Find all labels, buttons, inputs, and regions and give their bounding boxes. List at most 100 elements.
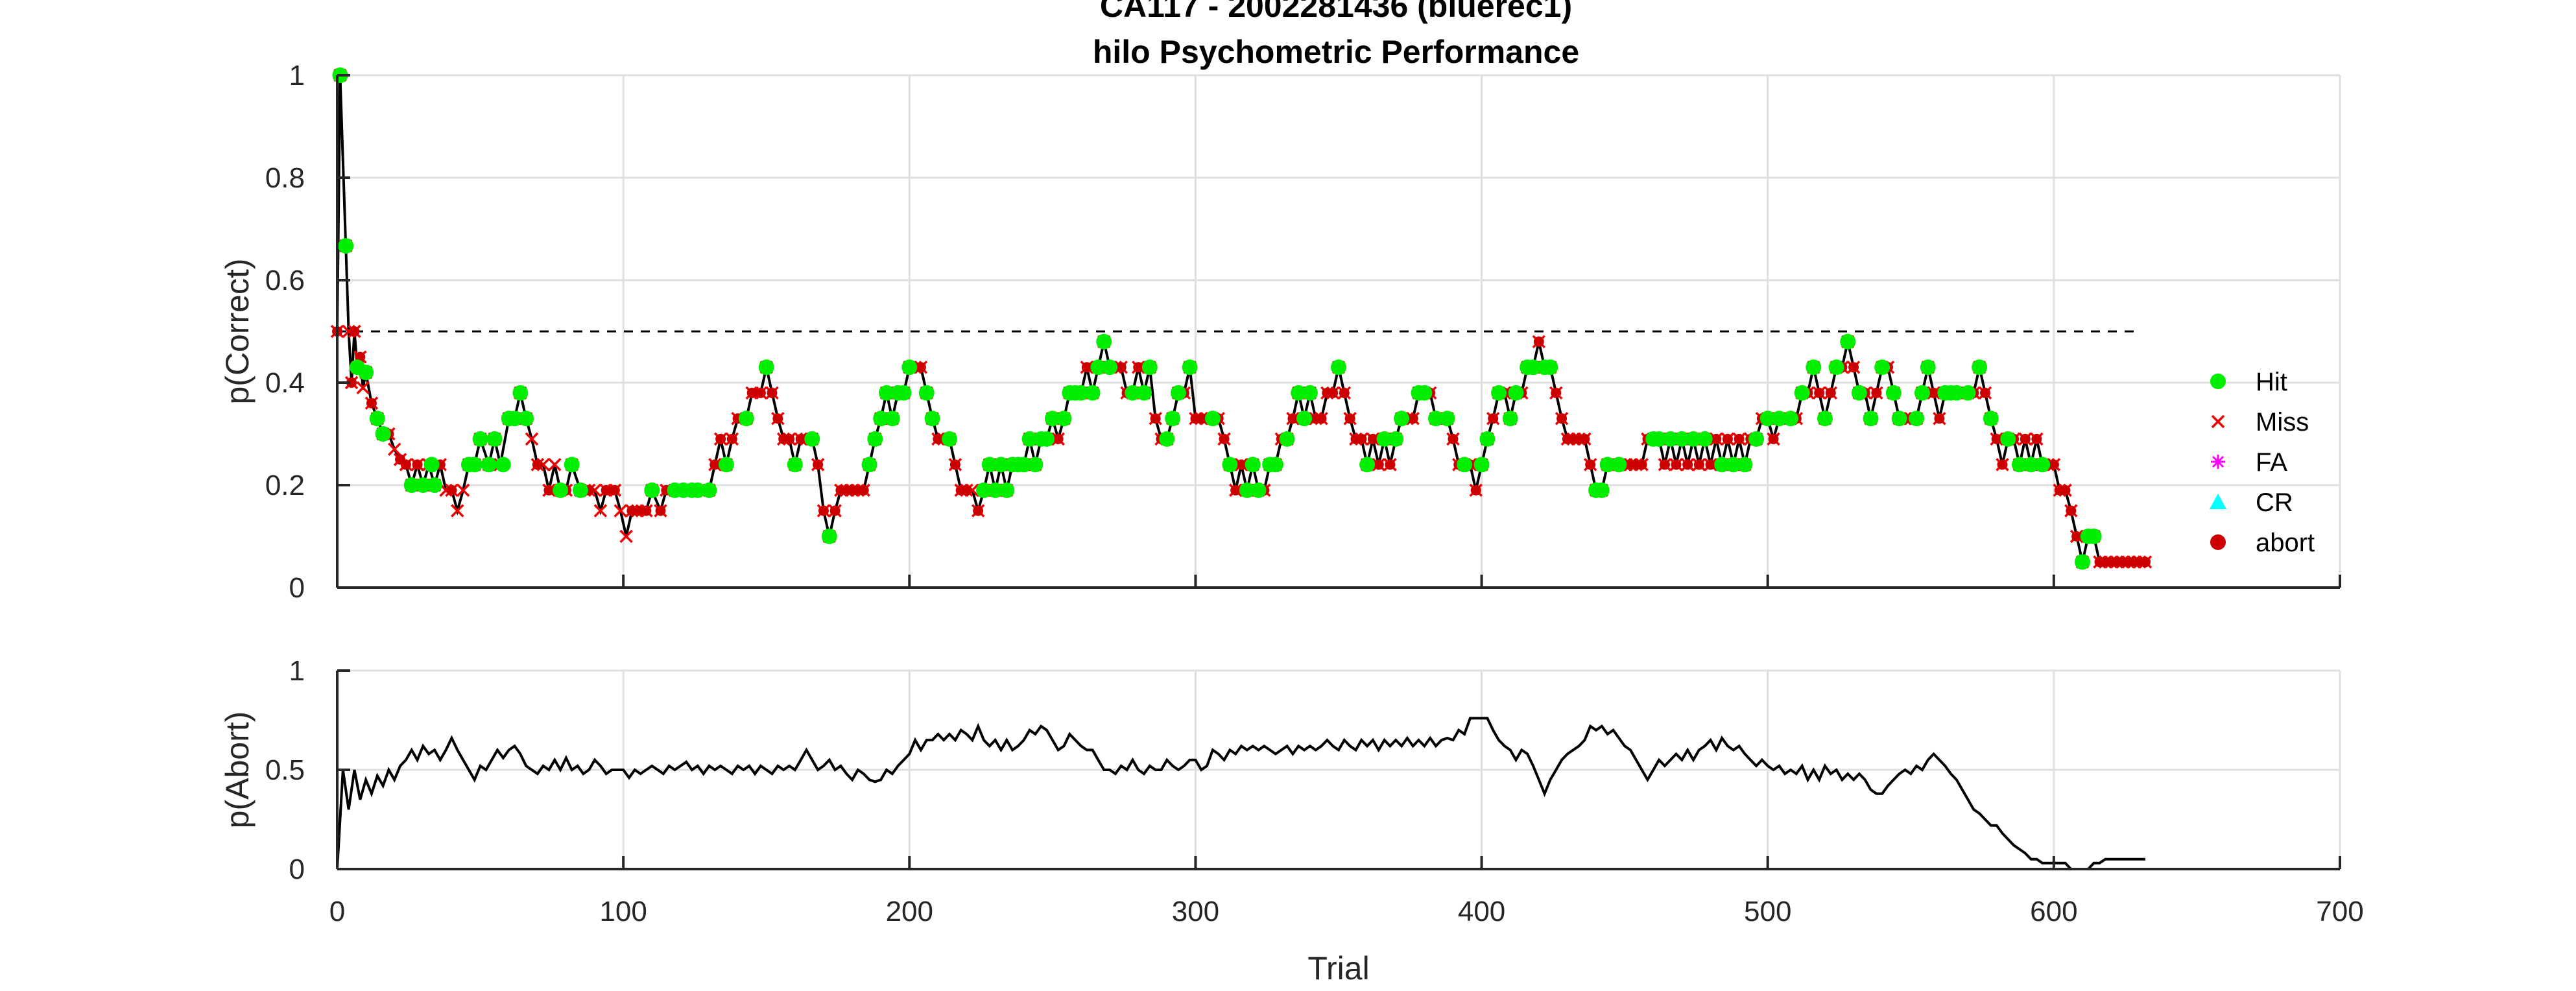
figure-title-line1: CA117 - 2002281436 (bluerec1) [1100,0,1572,24]
abort-marker [1385,459,1396,470]
abort-marker [1115,362,1127,373]
hit-marker [1302,385,1318,401]
hit-marker [1102,359,1118,376]
hit-marker [1021,431,1038,447]
hit-marker [1279,431,1295,447]
abort-marker [1636,459,1647,470]
p-abort-line [336,717,2145,870]
hit-marker [1508,385,1524,401]
abort-marker [2048,459,2059,470]
abort-marker [1150,413,1161,424]
hit-marker [1473,457,1490,473]
abort-marker [767,387,778,398]
hit-marker [466,457,483,473]
legend-entry-abort: abort [2210,529,2315,557]
top-panel: 0 0.2 0.4 0.6 0.8 1 p(Correct) Hit Miss FA CR abo… [219,60,2341,604]
hit-marker [1983,411,1999,427]
abort-marker [1848,362,1859,373]
hit-marker [1759,411,1776,427]
hit-marker [2011,457,2027,473]
abort-marker [1053,433,1064,444]
hit-marker [1296,411,1313,427]
miss-marker [619,529,633,543]
hit-marker [2074,554,2090,570]
hit-marker [1525,359,1541,376]
hit-marker [1891,411,1907,427]
hit-marker [1056,411,1072,427]
hit-marker [1394,411,1410,427]
hit-marker [1674,431,1690,447]
abort-marker [715,433,726,444]
hit-marker [1136,385,1152,401]
hit-marker [518,411,534,427]
hit-marker [1948,385,1964,401]
legend-marker [2210,534,2226,550]
abort-marker [1814,387,1825,398]
hit-marker [1794,385,1810,401]
bottom-axes [336,669,2341,870]
hit-marker [1125,385,1141,401]
bottom-panel: 00.51 0 100 200 300 400 500 600 700 p(Abort) Tr… [219,655,2364,986]
abort-marker [609,484,620,496]
bottom-y-tick-label: 0.5 [265,754,305,786]
top-y-tick-label: 1 [289,60,305,91]
hit-marker [481,457,497,473]
top-y-tick-labels: 0 0.2 0.4 0.6 0.8 1 [265,60,305,604]
legend: Hit Miss FA CR abort [2210,368,2315,557]
abort-marker [1344,413,1355,424]
abort-marker [858,484,869,496]
hit-marker [1611,457,1627,473]
hit-marker [1204,411,1221,427]
abort-marker [710,459,721,470]
hit-marker [1044,411,1060,427]
miss-marker [356,381,370,395]
legend-label: Hit [2256,368,2287,396]
hit-marker [1170,385,1186,401]
hit-marker [1502,411,1518,427]
hit-marker [1960,385,1976,401]
x-tick-label: 100 [599,896,647,927]
hit-marker [1817,411,1833,427]
hit-marker [1141,359,1158,376]
bottom-y-axis-label: p(Abort) [219,711,256,829]
abort-marker [1928,387,1939,398]
x-tick-label: 0 [329,896,345,927]
hit-marker [1245,457,1261,473]
miss-marker [593,504,608,518]
hit-marker [987,482,1003,498]
hit-marker [507,411,523,427]
abort-marker [2031,433,2042,444]
hit-marker [738,411,754,427]
hit-marker [1291,385,1307,401]
hit-marker [1439,411,1455,427]
abort-marker [1448,433,1459,444]
legend-marker [2211,414,2225,429]
hit-marker [338,238,354,254]
hit-marker [375,426,391,442]
miss-marker [451,504,464,518]
hit-marker [867,431,883,447]
hit-marker [804,431,820,447]
bottom-x-tick-labels: 0 100 200 300 400 500 600 700 [329,896,2364,927]
abort-marker [949,459,960,470]
legend-entry-miss: Miss [2211,408,2309,436]
hit-marker [1920,359,1936,376]
abort-marker [813,459,824,470]
x-tick-label: 200 [886,896,933,927]
legend-label: Miss [2256,408,2309,436]
legend-entry-fa: FA [2211,448,2287,477]
hit-marker [689,482,706,498]
hit-marker [572,482,588,498]
hit-marker [1239,482,1255,498]
hit-marker [1651,431,1667,447]
abort-marker [726,433,737,444]
abort-marker [1339,387,1350,398]
legend-entry-hit: Hit [2210,368,2287,396]
hit-marker [403,477,420,493]
abort-marker [1871,387,1882,398]
abort-marker [601,484,612,496]
abort-marker [1705,459,1716,470]
hit-marker [2034,457,2051,473]
x-tick-label: 400 [1458,896,1505,927]
hit-marker [1874,359,1890,376]
